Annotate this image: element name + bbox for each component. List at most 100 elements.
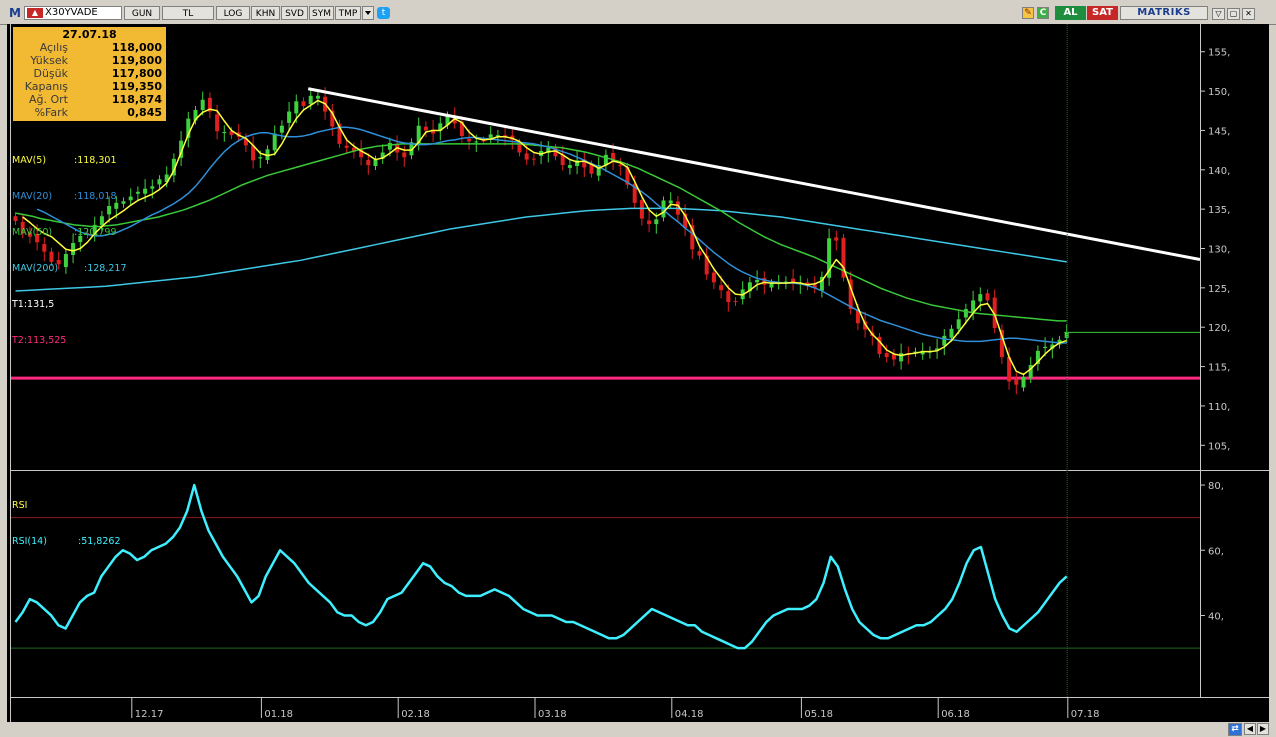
refresh-icon[interactable]: C [1037,7,1049,19]
infobox-value: 118,874 [111,93,162,106]
rsi-tick-label: 80, [1208,481,1224,492]
candle-body [229,131,234,136]
candle-body [35,233,40,243]
ohlc-infobox: 27.07.18 Açılış 118,000 Yüksek 119,800 D… [12,26,167,122]
candle-body [272,133,277,151]
twitter-icon[interactable]: t [377,7,390,19]
candle-body [1035,350,1040,365]
infobox-row-close: Kapanış 119,350 [13,80,166,93]
legend-mav50: MAV(50) :120,799 [12,227,127,239]
candle-body [114,202,119,209]
candle-body [366,160,371,166]
candle-body [330,110,335,127]
candle-body [495,135,500,137]
buy-button[interactable]: AL [1055,6,1086,20]
symbol-box[interactable]: ▲ X30YVADE [24,6,122,20]
chart-canvas[interactable]: 155, 150, 145, 140, 135, 130, 125, 120, 115, 110,… [7,24,1269,722]
price-tick-label: 125, [1208,284,1230,295]
infobox-row-open: Açılış 118,000 [13,41,166,54]
candle-body [863,321,868,330]
rsi-legend-row: RSI(14):51,8262 [12,536,121,548]
candle-body [920,350,925,355]
legend-name: MAV(200) [12,263,59,274]
x-tick-label: 04.18 [675,709,704,720]
rsi-line [14,483,1068,650]
candle-body [553,147,558,157]
candle-body [1050,344,1055,349]
candle-body [1028,364,1033,378]
candle-body [402,152,407,158]
candle-body [459,121,464,136]
candle-body [524,153,529,160]
candle-body [747,282,752,292]
candle-body [1043,346,1048,348]
template-dropdown[interactable] [362,6,374,20]
scroll-left-button[interactable]: ◀ [1244,723,1256,735]
candle-body [769,283,774,288]
log-button[interactable]: LOG [216,6,250,20]
candle-body [20,221,25,233]
legend-value: :120,799 [74,227,117,238]
mav20-line [36,126,1067,344]
svd-button[interactable]: SVD [281,6,308,20]
price-tick-label: 155, [1208,48,1230,59]
price-tick-label: 130, [1208,245,1230,256]
candle-body [56,259,61,265]
scroll-right-button[interactable]: ▶ [1257,723,1269,735]
infobox-row-wavg: Ağ. Ort 118,874 [13,93,166,106]
minimize-button[interactable]: ▽ [1212,8,1225,20]
candle-body [992,297,997,328]
candle-body [1014,379,1019,385]
candle-body [416,125,421,146]
candle-body [373,159,378,167]
currency-button[interactable]: TL [162,6,214,20]
x-tick-label: 01.18 [264,709,293,720]
candle-body [999,329,1004,358]
price-tick-label: 150, [1208,87,1230,98]
khn-button[interactable]: KHN [251,6,280,20]
candle-body [654,219,659,225]
rsi-name: RSI(14) [12,536,47,547]
candle-body [157,179,162,185]
candle-body [179,140,184,158]
candle-body [755,279,760,283]
sync-icon[interactable]: ⇄ [1228,723,1242,736]
candle-body [215,114,220,132]
candle-body [438,123,443,131]
candle-body [1021,376,1026,388]
candle-body [891,354,896,360]
sell-button[interactable]: SAT [1087,6,1118,20]
legend-name: MAV(50) [12,227,53,238]
candle-body [193,109,198,121]
candle-body [287,111,292,123]
infobox-value: 0,845 [127,106,162,119]
candle-body [855,309,860,324]
candle-body [222,132,227,134]
candle-body [258,157,263,159]
candle-body [207,97,212,112]
candle-body [128,196,133,201]
candle-body [949,328,954,338]
tmp-button[interactable]: TMP [335,6,361,20]
candle-body [265,149,270,161]
candle-body [668,200,673,204]
rsi-legend: RSI RSI(14):51,8262 [12,476,121,560]
candle-body [567,165,572,168]
period-button[interactable]: GUN [124,6,160,20]
sym-button[interactable]: SYM [309,6,334,20]
candle-body [279,125,284,133]
candle-body [301,101,306,107]
x-tick-label: 12.17 [135,709,164,720]
infobox-label: %Fark [34,106,68,119]
legend-name: T1 [12,299,24,310]
price-tick-label: 140, [1208,166,1230,177]
infobox-label: Yüksek [30,54,68,67]
candle-body [517,142,522,153]
legend-value: :113,525 [23,335,67,346]
infobox-value: 117,800 [111,67,162,80]
close-button[interactable]: ✕ [1242,8,1255,20]
infobox-label: Açılış [39,41,68,54]
candle-body [294,101,299,114]
tools-icon[interactable]: ✎ [1022,7,1034,19]
maximize-button[interactable]: ▢ [1227,8,1240,20]
